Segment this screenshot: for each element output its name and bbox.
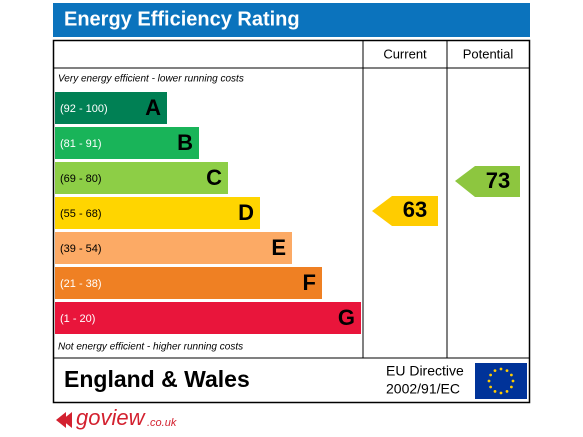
potential-arrow — [455, 166, 520, 197]
logo-brand: goview — [76, 405, 147, 430]
band — [55, 267, 322, 299]
logo-domain: .co.uk — [147, 417, 177, 429]
region: England & Wales — [64, 366, 250, 392]
band-range: (1 - 20) — [60, 313, 95, 325]
band — [55, 127, 199, 159]
band — [55, 92, 167, 124]
eu-star — [509, 385, 513, 389]
eu-star — [505, 369, 509, 373]
potential-rating: 73 — [486, 168, 510, 193]
eu-star — [493, 369, 497, 373]
column-header: Potential — [463, 46, 514, 61]
eu-star — [487, 379, 491, 383]
band-letter: E — [271, 235, 286, 260]
bottom-note: Not energy efficient - higher running co… — [58, 342, 243, 353]
band-range: (39 - 54) — [60, 243, 102, 255]
band-range: (92 - 100) — [60, 103, 108, 115]
band-range: (55 - 68) — [60, 208, 102, 220]
eu-star — [511, 379, 515, 383]
current-arrow — [372, 196, 438, 226]
top-note: Very energy efficient - lower running co… — [58, 74, 244, 85]
directive: EU Directive — [386, 363, 464, 379]
header-bar — [53, 3, 530, 37]
band-letter: C — [206, 165, 222, 190]
directive: 2002/91/EC — [386, 381, 460, 397]
band-letter: F — [303, 270, 316, 295]
band-letter: D — [238, 200, 254, 225]
eu-star — [489, 385, 493, 389]
band-letter: B — [177, 130, 193, 155]
band — [55, 302, 361, 334]
band — [55, 232, 292, 264]
band-letter: A — [145, 95, 161, 120]
column-header: Current — [383, 46, 427, 61]
band — [55, 197, 260, 229]
band-letter: G — [338, 305, 355, 330]
eu-star — [509, 373, 513, 377]
eu-star — [505, 389, 509, 393]
frame — [52, 39, 531, 404]
header-title: Energy Efficiency Rating — [64, 8, 300, 30]
band-range: (81 - 91) — [60, 138, 102, 150]
logo-icon — [56, 412, 72, 428]
current-rating: 63 — [403, 197, 427, 222]
eu-star — [499, 367, 503, 371]
band — [55, 162, 228, 194]
eu-star — [499, 391, 503, 395]
eu-stars — [487, 367, 515, 395]
band-range: (69 - 80) — [60, 173, 102, 185]
eu-star — [489, 373, 493, 377]
eu-star — [493, 389, 497, 393]
band-range: (21 - 38) — [60, 278, 102, 290]
